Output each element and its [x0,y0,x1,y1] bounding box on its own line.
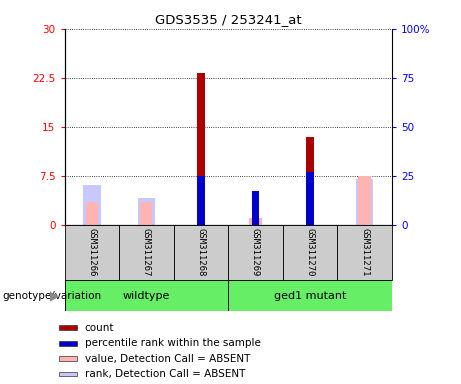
Bar [359,176,371,225]
Bar [306,172,314,225]
Text: GSM311269: GSM311269 [251,228,260,276]
Text: value, Detection Call = ABSENT: value, Detection Call = ABSENT [85,354,250,364]
Text: ged1 mutant: ged1 mutant [274,291,346,301]
Bar [252,191,259,225]
Text: GSM311267: GSM311267 [142,228,151,276]
Bar [197,176,205,225]
Bar [59,326,77,330]
Title: GDS3535 / 253241_at: GDS3535 / 253241_at [155,13,301,26]
Bar [356,179,373,225]
FancyBboxPatch shape [174,225,228,280]
Text: wildtype: wildtype [123,291,170,301]
FancyBboxPatch shape [228,225,283,280]
Text: rank, Detection Call = ABSENT: rank, Detection Call = ABSENT [85,369,245,379]
FancyBboxPatch shape [228,280,392,311]
Text: GSM311266: GSM311266 [87,228,96,276]
Text: ▶: ▶ [50,289,59,302]
Text: count: count [85,323,114,333]
Bar [59,356,77,361]
Bar [59,341,77,346]
Text: GSM311270: GSM311270 [306,228,314,276]
Text: percentile rank within the sample: percentile rank within the sample [85,338,260,348]
Bar [59,372,77,376]
Bar [249,218,261,225]
FancyBboxPatch shape [119,225,174,280]
Bar [306,137,314,225]
FancyBboxPatch shape [65,280,228,311]
Bar [138,198,155,225]
Bar [140,202,153,225]
Text: genotype/variation: genotype/variation [2,291,101,301]
FancyBboxPatch shape [65,225,119,280]
Bar [83,185,100,225]
Bar [86,202,98,225]
Bar [197,73,205,225]
FancyBboxPatch shape [337,225,392,280]
Text: GSM311268: GSM311268 [196,228,206,276]
Text: GSM311271: GSM311271 [360,228,369,276]
FancyBboxPatch shape [283,225,337,280]
